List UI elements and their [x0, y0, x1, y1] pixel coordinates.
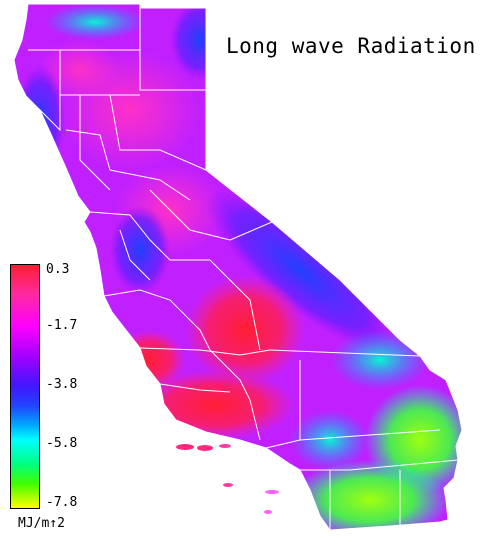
- legend-tick-label: -1.7: [46, 318, 78, 333]
- county-boundaries: [28, 8, 459, 530]
- channel-islands: [176, 444, 279, 514]
- legend-tick-label: -7.8: [46, 495, 78, 510]
- color-scale-bar: [10, 264, 40, 509]
- legend-tick-label: -3.8: [46, 377, 78, 392]
- legend-tick-label: 0.3: [46, 262, 70, 277]
- legend-unit-label: MJ/m↑2: [18, 516, 65, 531]
- map-title: Long wave Radiation: [226, 34, 476, 58]
- legend-tick-label: -5.8: [46, 436, 78, 451]
